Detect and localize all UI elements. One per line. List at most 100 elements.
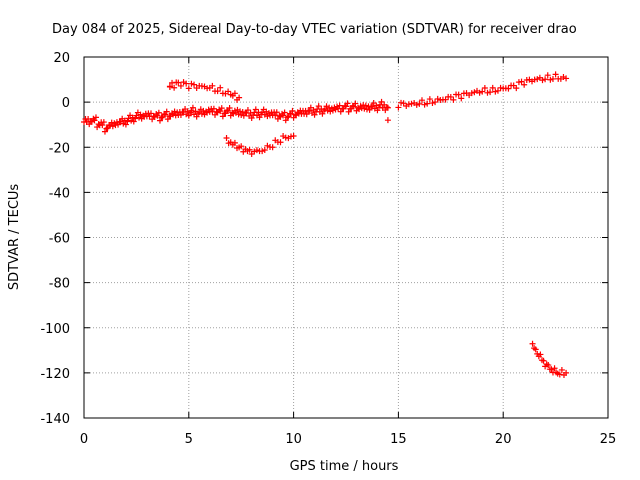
data-point	[315, 103, 322, 110]
data-point	[259, 148, 266, 155]
data-point	[191, 81, 198, 88]
data-point	[563, 369, 570, 376]
data-point	[100, 119, 107, 126]
data-point	[148, 110, 154, 117]
data-point	[158, 114, 165, 121]
data-point	[277, 113, 284, 120]
y-tick-label: -80	[49, 277, 70, 292]
data-point	[336, 102, 343, 109]
y-tick-label: -40	[49, 186, 70, 201]
data-point	[558, 366, 565, 373]
y-tick-label: -20	[49, 141, 70, 156]
data-point	[548, 366, 555, 373]
data-point	[413, 101, 420, 108]
data-point	[277, 139, 284, 146]
y-tick-label: -100	[40, 322, 70, 337]
data-point	[426, 96, 433, 103]
data-point	[137, 111, 144, 118]
data-point	[476, 89, 483, 96]
data-point	[529, 340, 536, 347]
data-point	[450, 96, 457, 103]
data-point	[361, 105, 368, 112]
tick-layer: 20 0 -20 -40 -60 -80 -100 -120 -140 0 5 10 15 20 25	[40, 51, 616, 447]
data-point	[487, 89, 494, 96]
x-tick-label: 0	[80, 432, 88, 447]
data-point	[489, 84, 496, 91]
data-point	[497, 84, 504, 91]
data-point	[539, 77, 546, 84]
data-point	[253, 147, 260, 154]
data-point	[432, 99, 439, 106]
data-point	[479, 88, 486, 95]
data-point	[290, 132, 297, 139]
data-point	[416, 100, 423, 107]
data-point	[226, 104, 233, 111]
x-tick-label: 25	[600, 432, 617, 447]
y-tick-label: -120	[40, 367, 70, 382]
x-axis-label: GPS time / hours	[290, 459, 399, 474]
data-point	[166, 83, 173, 90]
data-point	[281, 109, 288, 116]
data-point	[121, 117, 128, 124]
data-point	[455, 91, 462, 98]
data-point	[429, 100, 436, 107]
data-point	[122, 121, 129, 128]
data-point	[238, 111, 245, 118]
data-point	[261, 147, 268, 154]
x-tick-label: 10	[285, 432, 302, 447]
data-point	[183, 111, 190, 118]
grid-layer	[84, 57, 608, 418]
data-point	[468, 90, 475, 97]
data-point	[521, 81, 528, 88]
data-point	[344, 100, 351, 107]
data-point	[383, 104, 390, 111]
data-point	[273, 109, 280, 116]
data-point	[217, 84, 224, 91]
data-point	[129, 114, 136, 121]
data-point	[124, 118, 131, 125]
y-axis-label: SDTVAR / TECUs	[7, 184, 22, 291]
data-point	[183, 80, 190, 87]
data-point	[189, 104, 196, 111]
data-point	[269, 144, 276, 151]
data-point	[264, 142, 271, 149]
data-point	[471, 89, 478, 96]
data-point	[109, 123, 116, 130]
data-point	[236, 94, 243, 101]
data-point	[505, 85, 512, 92]
data-point	[418, 97, 425, 104]
data-point	[188, 80, 195, 87]
data-point	[494, 87, 501, 94]
data-point	[458, 95, 465, 102]
data-point	[545, 362, 552, 369]
data-point	[252, 106, 259, 113]
data-point	[218, 105, 225, 112]
data-point	[108, 119, 115, 126]
data-point	[378, 98, 385, 105]
data-point	[492, 88, 499, 95]
data-point	[534, 76, 541, 83]
data-point	[175, 79, 182, 86]
data-point	[289, 107, 296, 114]
data-point	[484, 89, 491, 96]
x-tick-label: 5	[185, 432, 193, 447]
data-point	[424, 100, 431, 107]
data-point	[368, 103, 375, 110]
data-point	[447, 93, 454, 100]
data-point	[136, 114, 143, 121]
data-point	[362, 102, 369, 109]
data-point	[214, 88, 221, 95]
data-point	[552, 71, 559, 78]
data-point	[99, 122, 106, 129]
data-point	[513, 85, 520, 92]
data-point	[549, 75, 556, 82]
y-tick-label: 0	[62, 96, 70, 111]
data-point	[421, 101, 428, 108]
data-point	[547, 76, 554, 83]
data-point	[311, 111, 318, 118]
data-point	[244, 107, 251, 114]
data-point	[163, 108, 170, 115]
data-point	[92, 114, 99, 121]
data-point	[352, 100, 359, 107]
